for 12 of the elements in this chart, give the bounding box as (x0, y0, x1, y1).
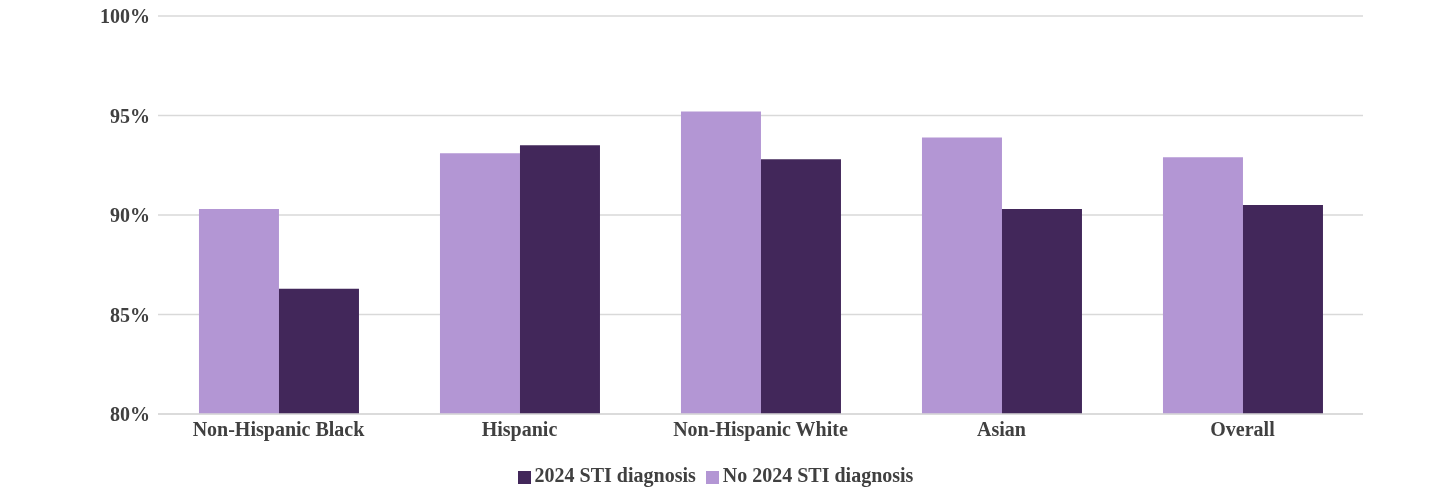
y-tick-label: 85% (110, 303, 150, 326)
x-tick-label: Overall (1210, 418, 1276, 441)
x-tick-label: Hispanic (481, 418, 558, 442)
legend-label: 2024 STI diagnosis (534, 464, 696, 486)
x-tick-label: Non-Hispanic White (673, 418, 848, 442)
x-tick-label: Non-Hispanic Black (192, 418, 366, 442)
y-tick-label: 100% (100, 5, 150, 28)
legend-label: No 2024 STI diagnosis (722, 464, 914, 486)
y-tick-label: 90% (110, 204, 150, 227)
y-tick-label: 80% (110, 403, 150, 426)
y-tick-label: 95% (110, 104, 150, 127)
x-tick-label: Asian (977, 418, 1026, 441)
